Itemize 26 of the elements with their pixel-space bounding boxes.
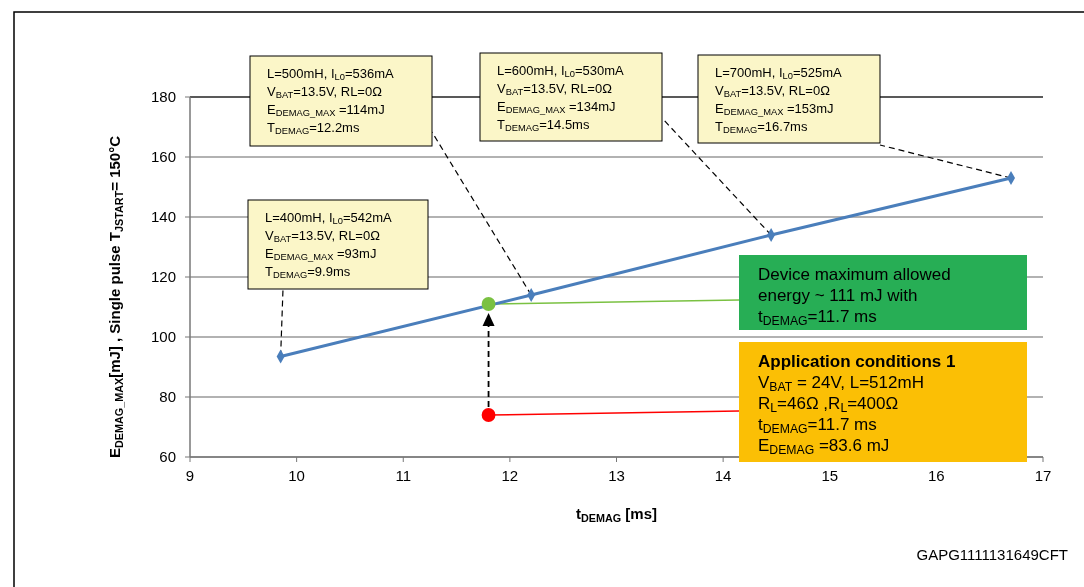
y-tick-label: 100	[150, 328, 176, 345]
x-axis-title: t$_{DEMAG}$ [ms]	[575, 505, 658, 524]
y-tick-label: 60	[159, 448, 176, 465]
point	[481, 408, 496, 422]
text: Application conditions 1 V$_{BAT}$ = 24V, L=512mH R$_{L}$=46Ω ,R$_{L}$=400Ω t$_{DEMAG}$=11.7 ms E$_{DEMAG}$ =83.6 mJ	[758, 352, 956, 457]
x-tick-label: 10	[288, 467, 305, 484]
x-tick-label: 12	[501, 467, 519, 484]
annotation: Device maximum allowed energy ~ 111 mJ with t$_{DEMAG}$=11.7 ms	[758, 265, 951, 328]
x-tick-label: 9	[185, 467, 195, 484]
y-tick-label: 80	[159, 388, 176, 405]
text: L=600mH, I$_{L0}$=530mA V$_{BAT}$=13.5V, RL=0Ω E$_{DEMAG_MAX}$ =134mJ T$_{DEMAG}$=14.5ms	[497, 63, 624, 134]
text: L=700mH, I$_{L0}$=525mA V$_{BAT}$=13.5V, RL=0Ω E$_{DEMAG_MAX}$ =153mJ T$_{DEMAG}$=16.7ms	[715, 65, 842, 136]
text: L=500mH, I$_{L0}$=536mA V$_{BAT}$=13.5V, RL=0Ω E$_{DEMAG_MAX}$ =114mJ T$_{DEMAG}$=12.2ms	[267, 66, 394, 137]
x-tick-label: 11	[395, 467, 412, 484]
y-tick-label: 160	[150, 148, 176, 165]
x-tick-label: 16	[928, 467, 945, 484]
x-tick-label: 15	[821, 467, 839, 484]
x-tick-label: 17	[1034, 467, 1052, 484]
x-tick-label: 14	[714, 467, 732, 484]
x-tick-label: 13	[608, 467, 625, 484]
y-tick-label: 180	[150, 88, 176, 105]
text: GAPG1111131649CFT	[916, 546, 1068, 563]
point	[481, 297, 496, 311]
y-tick-label: 140	[150, 208, 176, 225]
y-tick-label: 120	[150, 268, 176, 285]
text: L=400mH, I$_{L0}$=542mA V$_{BAT}$=13.5V, RL=0Ω E$_{DEMAG_MAX}$ =93mJ T$_{DEMAG}$=9.9ms	[265, 210, 392, 281]
